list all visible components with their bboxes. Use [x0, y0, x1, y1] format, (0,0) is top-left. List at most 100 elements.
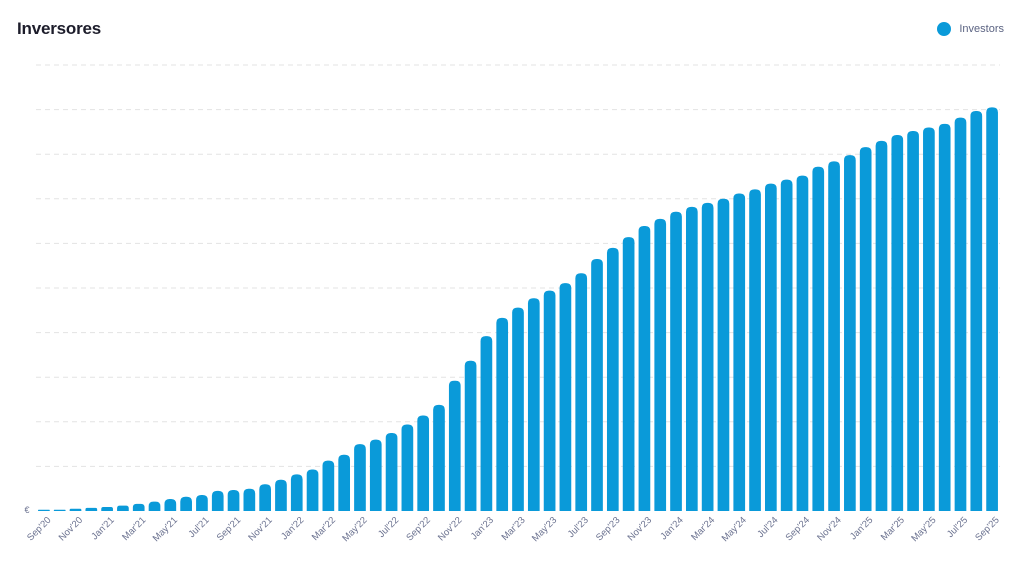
x-tick-label: Nov'20 [57, 515, 85, 543]
x-tick-label: Jan'22 [279, 515, 306, 542]
x-tick-label: Jan'24 [658, 515, 685, 542]
x-tick-label: Jan'25 [848, 515, 875, 542]
y-tick-label: € [24, 505, 29, 515]
x-tick-label: Mar'24 [689, 515, 717, 543]
bar[interactable] [844, 155, 856, 512]
bar[interactable] [101, 506, 113, 511]
x-tick-label: May'22 [340, 515, 369, 544]
bar[interactable] [354, 444, 366, 511]
bar[interactable] [148, 501, 161, 511]
x-tick-label: Jul'24 [755, 515, 780, 540]
bar[interactable] [859, 147, 872, 511]
bar[interactable] [322, 460, 335, 511]
x-tick-label: Sep'22 [404, 515, 432, 543]
bar[interactable] [970, 110, 983, 512]
legend-label: Investors [959, 23, 1004, 35]
chart-title: Inversores [17, 19, 101, 38]
bar[interactable] [496, 317, 509, 511]
bar[interactable] [780, 179, 793, 511]
x-tick-label: Jul'22 [376, 515, 401, 540]
bar[interactable] [543, 290, 556, 511]
bar[interactable] [527, 298, 540, 511]
bar[interactable] [559, 283, 572, 511]
bar[interactable] [765, 183, 777, 512]
x-tick-label: May'23 [530, 515, 559, 544]
bar[interactable] [622, 237, 635, 511]
bar[interactable] [369, 439, 382, 511]
bar[interactable] [923, 127, 935, 511]
bar[interactable] [875, 140, 888, 511]
x-tick-label: Sep'23 [594, 515, 622, 543]
bar[interactable] [685, 206, 698, 511]
x-tick-label: May'21 [151, 515, 180, 544]
bar[interactable] [132, 503, 145, 511]
bar[interactable] [480, 336, 493, 511]
x-tick-label: Jan'21 [89, 515, 116, 542]
x-tick-label: Jan'23 [469, 515, 496, 542]
x-tick-label: Mar'21 [120, 515, 148, 543]
bar[interactable] [227, 490, 240, 511]
bar[interactable] [907, 131, 919, 511]
bar[interactable] [417, 415, 430, 511]
bar[interactable] [338, 454, 351, 511]
bar[interactable] [401, 424, 414, 511]
bar[interactable] [164, 498, 177, 511]
bar[interactable] [638, 226, 651, 512]
bar[interactable] [986, 107, 998, 512]
bar[interactable] [433, 404, 445, 511]
bar[interactable] [69, 508, 82, 511]
x-tick-label: Jul'21 [186, 515, 211, 540]
bar[interactable] [938, 123, 951, 511]
bar[interactable] [812, 166, 825, 512]
bars [38, 107, 998, 512]
bar[interactable] [385, 432, 398, 511]
x-tick-label: Mar'23 [500, 515, 528, 543]
x-tick-label: Sep'21 [215, 515, 243, 543]
bar[interactable] [670, 211, 682, 511]
x-tick-label: May'24 [720, 515, 749, 544]
bar[interactable] [259, 484, 271, 511]
x-tick-label: Sep'25 [973, 515, 1001, 543]
bar[interactable] [954, 117, 967, 512]
x-tick-label: Nov'22 [436, 515, 464, 543]
bar[interactable] [448, 380, 461, 511]
chart-legend[interactable]: Investors [937, 22, 1004, 36]
x-tick-label: Mar'22 [310, 515, 338, 543]
x-tick-label: May'25 [909, 515, 938, 544]
bar[interactable] [512, 307, 524, 511]
bar[interactable] [275, 479, 287, 511]
bar[interactable] [243, 488, 256, 511]
bar[interactable] [891, 135, 904, 511]
x-tick-label: Jul'23 [566, 515, 591, 540]
y-axis-ticks: € [24, 505, 29, 515]
bar[interactable] [591, 259, 603, 511]
circle-legend-marker-icon [937, 22, 952, 36]
bar[interactable] [828, 161, 840, 511]
x-tick-label: Nov'21 [246, 515, 274, 543]
x-tick-label: Jul'25 [945, 515, 970, 540]
bar[interactable] [38, 509, 50, 511]
bar[interactable] [53, 509, 66, 511]
bar[interactable] [85, 507, 98, 511]
bar[interactable] [606, 247, 619, 512]
bar[interactable] [796, 175, 809, 511]
bar[interactable] [180, 496, 192, 511]
bar[interactable] [117, 505, 129, 511]
x-tick-label: Sep'24 [784, 515, 812, 543]
bar[interactable] [290, 474, 303, 511]
bar[interactable] [196, 494, 208, 511]
x-tick-label: Nov'23 [626, 515, 654, 543]
bar[interactable] [654, 218, 667, 511]
bar[interactable] [717, 198, 730, 512]
x-tick-label: Nov'24 [815, 515, 843, 543]
bar[interactable] [575, 273, 588, 511]
bar[interactable] [464, 360, 477, 511]
x-tick-label: Sep'20 [25, 515, 53, 543]
bar[interactable] [211, 490, 224, 511]
bar[interactable] [306, 469, 319, 511]
bar[interactable] [733, 193, 746, 511]
bar[interactable] [701, 202, 714, 511]
bar[interactable] [749, 189, 761, 511]
x-tick-label: Mar'25 [879, 515, 907, 543]
